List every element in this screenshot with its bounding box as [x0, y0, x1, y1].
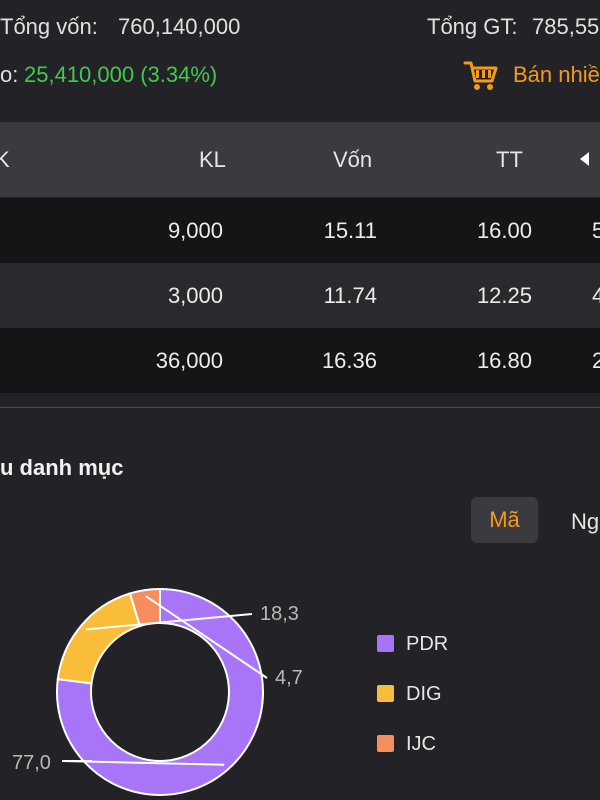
cell-extra: 2 — [592, 348, 600, 373]
cell-quantity: 36,000 — [155, 348, 223, 373]
total-capital-value: 760,140,000 — [118, 14, 241, 39]
portfolio-donut-chart: 77,0 18,3 4,7 — [12, 587, 303, 796]
profit-value: 25,410,000 (3.34%) — [24, 62, 218, 87]
holdings-table-header: K KL Vốn TT — [0, 122, 600, 197]
profit-label: o: — [0, 62, 19, 87]
value-label-pdr: 77,0 — [12, 752, 51, 774]
cell-cost: 15.11 — [323, 218, 377, 243]
header-ticker: K — [0, 147, 10, 172]
legend-label: DIG — [406, 683, 442, 705]
portfolio-title: u danh mục — [0, 455, 124, 480]
cell-market-price: 16.00 — [476, 218, 532, 243]
legend-label: PDR — [406, 633, 449, 655]
leader-line-ijc — [145, 595, 268, 679]
sell-multiple-label: Bán nhiề — [513, 62, 600, 87]
value-label-ijc: 4,7 — [275, 667, 303, 689]
donut-slice-dig[interactable] — [56, 592, 142, 685]
legend-swatch — [377, 735, 394, 752]
legend-swatch — [377, 685, 394, 702]
cell-extra: 4 — [592, 283, 600, 308]
section-divider — [0, 407, 600, 408]
tab-ticker[interactable]: Mã — [471, 497, 538, 543]
leader-line-dig — [85, 613, 253, 631]
cell-market-price: 12.25 — [476, 283, 532, 308]
cell-cost: 11.74 — [323, 283, 377, 308]
sell-multiple-button[interactable]: Bán nhiề — [463, 57, 600, 97]
triangle-left-icon[interactable] — [578, 151, 592, 167]
legend-label: IJC — [406, 733, 436, 755]
total-value-label: Tổng GT: — [427, 14, 518, 39]
header-quantity[interactable]: KL — [199, 147, 226, 172]
header-market-price[interactable]: TT — [496, 147, 523, 172]
cell-cost: 16.36 — [321, 348, 377, 373]
legend-item-ijc[interactable]: IJC — [377, 733, 497, 755]
legend-swatch — [377, 635, 394, 652]
total-capital-label: Tổng vốn: — [0, 14, 98, 39]
cell-extra: 5 — [592, 218, 600, 243]
legend-item-pdr[interactable]: PDR — [377, 633, 497, 655]
cell-market-price: 16.80 — [476, 348, 532, 373]
legend-item-dig[interactable]: DIG — [377, 683, 497, 705]
cell-quantity: 3,000 — [167, 283, 223, 308]
table-row[interactable]: 9,000 15.11 16.00 5 — [0, 198, 600, 263]
table-row[interactable]: 36,000 16.36 16.80 2 — [0, 328, 600, 393]
total-value-value: 785,55 — [532, 14, 600, 39]
table-row[interactable]: 3,000 11.74 12.25 4 — [0, 263, 600, 328]
value-label-dig: 18,3 — [260, 603, 299, 625]
header-cost[interactable]: Vốn — [333, 147, 373, 172]
shopping-cart-icon — [463, 61, 498, 90]
tab-industry[interactable]: Ng — [571, 509, 600, 534]
cell-quantity: 9,000 — [167, 218, 223, 243]
